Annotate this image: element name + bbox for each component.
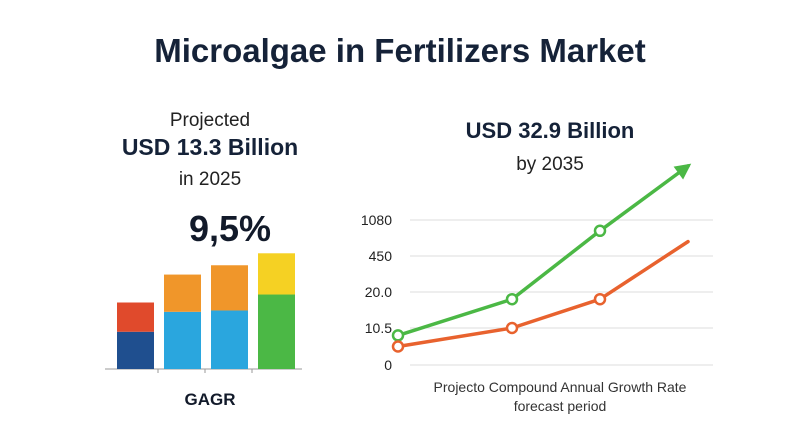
- page-title: Microalgae in Fertilizers Market: [154, 32, 646, 69]
- data-point: [391, 340, 405, 353]
- series-line: [396, 239, 690, 349]
- line-x-caption: Projecto Compound Annual Growth Rate for…: [430, 378, 690, 416]
- y-tick-label: 10.5: [365, 320, 392, 336]
- y-tick-label: 1080: [361, 212, 392, 228]
- value-2035: USD 32.9 Billion: [465, 118, 635, 143]
- data-point: [505, 321, 519, 335]
- data-point: [391, 329, 405, 342]
- bar-segment: [164, 274, 201, 312]
- data-point: [505, 292, 519, 306]
- projected-label: Projected: [169, 110, 251, 131]
- arrow-head: [673, 163, 692, 180]
- bar-segment: [258, 294, 295, 369]
- projection-2025: Projected USD 13.3 Billion in 2025: [100, 110, 320, 191]
- data-point: [593, 292, 607, 306]
- cagr-value: 9,5%: [188, 208, 272, 249]
- value-2025: USD 13.3 Billion: [121, 134, 299, 160]
- bar-chart: [105, 253, 302, 373]
- bar-segment: [258, 253, 295, 295]
- year-2025-label: in 2025: [178, 169, 242, 190]
- line-chart: 0 10.5 20.0 450 1080: [361, 163, 713, 373]
- line-x-caption-line1: Projecto Compound Annual Growth Rate: [433, 379, 687, 395]
- bar-segment: [117, 302, 154, 332]
- bar-segment: [164, 311, 201, 369]
- bar-axis-caption: GAGR: [184, 390, 236, 409]
- year-2035-label: by 2035: [516, 154, 584, 175]
- y-tick-label: 0: [384, 357, 392, 373]
- projection-2035: USD 32.9 Billion by 2035: [450, 118, 650, 176]
- bar-segment: [211, 310, 248, 369]
- y-tick-label: 20.0: [365, 284, 392, 300]
- data-point: [593, 224, 607, 238]
- line-x-caption-line2: forecast period: [513, 398, 607, 414]
- bar-segment: [211, 265, 248, 311]
- series-line: [396, 164, 690, 338]
- bar-segment: [117, 331, 154, 369]
- y-tick-label: 450: [369, 248, 393, 264]
